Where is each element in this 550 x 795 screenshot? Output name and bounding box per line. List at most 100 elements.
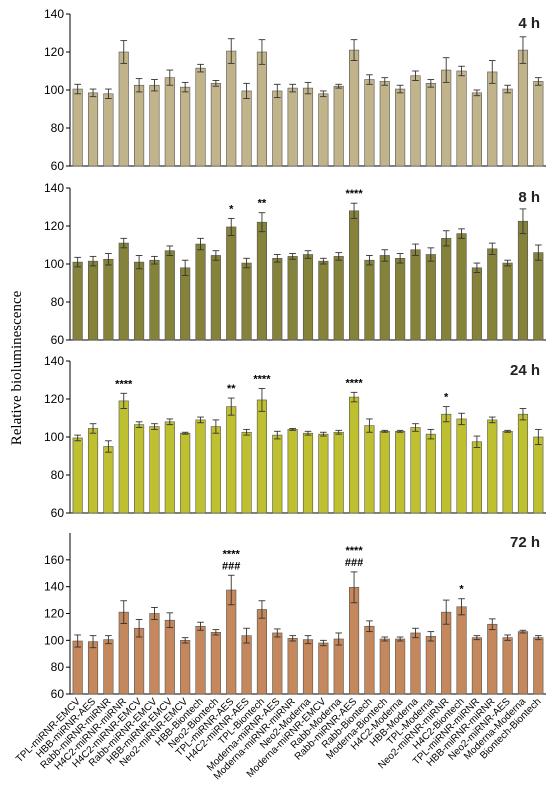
bar [134,84,145,167]
bar [149,613,160,695]
bar [226,226,237,341]
bar [72,437,83,514]
bar [364,625,375,695]
bar [226,589,237,695]
y-tick-label: 120 [44,607,64,621]
bar [425,433,436,514]
bar [487,419,498,514]
significance-label: **** [346,188,364,200]
bar [349,396,360,514]
bar [379,81,390,167]
bar [379,430,390,514]
y-tick-label: 60 [51,687,65,701]
bar [164,250,175,341]
bar [533,81,544,167]
y-tick-label: 100 [44,257,64,271]
bar [118,611,129,695]
bar [72,640,83,695]
bar [72,261,83,341]
bar [302,639,314,695]
bar [256,609,267,695]
bar [533,252,544,341]
significance-label: ** [258,198,267,210]
significance-label: **** [253,374,271,386]
bar [349,587,360,695]
bar [318,433,329,514]
bar [333,85,344,167]
bar [487,623,498,695]
y-tick-label: 120 [44,219,64,233]
bar [456,70,467,167]
bar [241,262,252,341]
bar [272,632,283,695]
bar [149,259,160,341]
bar [149,426,160,514]
bar [195,67,206,167]
bar [456,233,467,341]
bar [87,260,99,341]
bar [533,436,544,514]
bar [210,426,221,514]
bar [256,221,267,341]
bar [410,75,421,167]
bar [318,260,329,341]
bar [456,418,467,514]
bar [118,400,129,514]
y-tick-label: 60 [51,333,65,347]
bar [241,635,252,695]
bar [134,261,145,341]
y-tick-label: 140 [44,7,64,21]
bar [195,243,206,341]
bar [103,446,114,514]
y-tick-label: 60 [51,506,65,520]
bar [149,84,160,167]
bar [318,93,329,167]
bar [272,434,283,514]
bar [87,92,99,167]
bar [364,259,375,341]
bar [272,257,283,341]
bar [87,641,99,695]
bar [241,90,252,167]
bar [333,431,344,514]
bar [180,640,191,695]
y-tick-label: 80 [51,121,65,135]
significance-label: **** [115,378,133,390]
bar [103,639,114,695]
bar [441,69,452,167]
y-tick-label: 140 [44,580,64,594]
bar [164,619,175,695]
bar [471,267,482,341]
y-tick-label: 80 [51,660,65,674]
y-tick-label: 100 [44,83,64,97]
bar [533,637,544,695]
bar [302,254,314,341]
y-tick-label: 160 [44,553,64,567]
bar [180,267,191,341]
panel-time-label: 4 h [518,15,540,32]
bar [395,638,406,695]
bar [103,258,114,341]
bar [487,248,498,341]
bar [256,51,267,167]
bar [302,432,314,514]
bar [256,399,267,514]
bar [195,625,206,695]
bar [226,406,237,514]
y-tick-label: 60 [51,159,65,173]
bar [517,631,529,695]
bar [517,49,529,167]
significance-label: ** [227,383,236,395]
significance-label: **** [346,377,364,389]
bar [425,636,436,695]
bar [349,210,360,341]
bar [502,262,513,341]
bar [379,638,390,695]
bar [118,51,129,167]
bar [502,88,513,167]
bar [395,257,406,341]
